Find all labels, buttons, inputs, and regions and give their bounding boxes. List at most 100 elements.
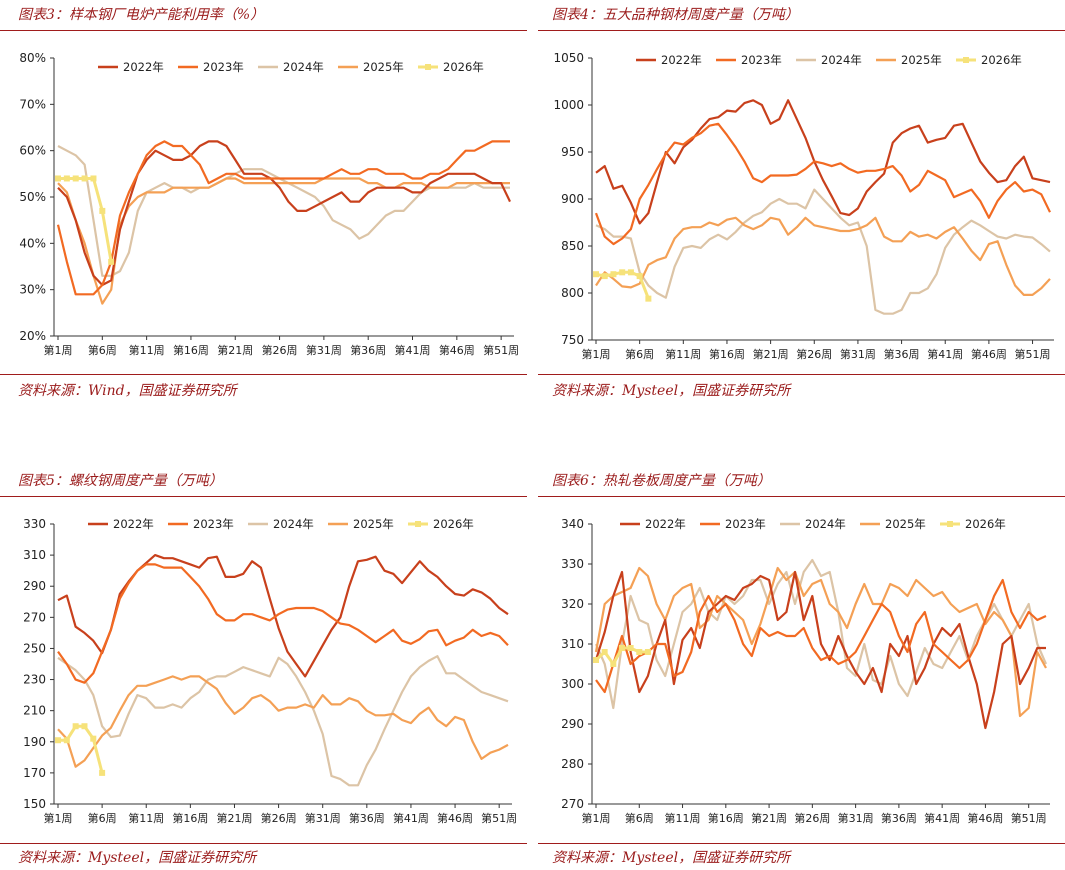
series-point-2026 <box>618 645 625 651</box>
series-line-2023 <box>56 140 510 296</box>
legend-label: 2024年 <box>821 53 862 67</box>
x-tick-label: 第1周 <box>582 347 611 361</box>
x-tick-label: 第36周 <box>350 343 386 357</box>
series-line-2024 <box>57 655 509 787</box>
legend-marker <box>963 57 969 63</box>
x-tick-label: 第1周 <box>582 811 611 825</box>
y-tick-label: 50% <box>19 190 46 204</box>
x-tick-label: 第26周 <box>261 811 297 825</box>
source-rule <box>0 843 527 844</box>
title-rule <box>0 30 527 31</box>
x-tick-label: 第11周 <box>129 343 165 357</box>
y-tick-label: 60% <box>19 144 46 158</box>
series-point-2026 <box>627 269 634 276</box>
legend-label: 2025年 <box>885 517 926 531</box>
series-point-2026 <box>619 269 626 276</box>
y-tick-label: 270 <box>23 610 46 624</box>
series-point-2026 <box>63 737 70 744</box>
series-point-2026 <box>72 175 79 182</box>
x-tick-label: 第21周 <box>753 347 789 361</box>
series-line-2026 <box>58 724 104 774</box>
x-tick-label: 第6周 <box>88 811 117 825</box>
legend-marker <box>947 521 953 527</box>
series-line-2025 <box>595 216 1051 296</box>
legend-label: 2023年 <box>193 517 234 531</box>
chart-svg: 150 170 190 210 230 250 270 290 310 330 第1周 第6周 第11周… <box>23 517 517 825</box>
series-line-2023 <box>57 563 509 684</box>
y-tick-label: 210 <box>23 704 46 718</box>
x-tick-label: 第51周 <box>1015 347 1051 361</box>
x-tick-label: 第16周 <box>708 811 744 825</box>
legend-label: 2022年 <box>645 517 686 531</box>
x-tick-label: 第26周 <box>794 811 830 825</box>
series-point-2026 <box>90 735 97 742</box>
series-line-2022 <box>594 570 1046 730</box>
chart-title: 图表5：螺纹钢周度产量（万吨） <box>18 473 223 489</box>
y-tick-label: 290 <box>23 579 46 593</box>
series-point-2026 <box>636 273 643 280</box>
series-point-2026 <box>55 737 61 744</box>
x-tick-label: 第16周 <box>709 347 745 361</box>
legend-label: 2025年 <box>901 53 942 67</box>
y-tick-label: 340 <box>561 517 584 531</box>
series-point-2026 <box>81 175 88 182</box>
series-line-2023 <box>595 578 1047 694</box>
legend-label: 2023年 <box>203 60 244 74</box>
x-tick-label: 第41周 <box>927 347 963 361</box>
x-tick-label: 第41周 <box>924 811 960 825</box>
y-tick-label: 800 <box>561 286 584 300</box>
series-line-2022 <box>595 99 1051 225</box>
chart-title: 图表4：五大品种钢材周度产量（万吨） <box>552 7 799 23</box>
y-tick-label: 950 <box>561 145 584 159</box>
chart-svg: 750 800 850 900 950 1000 1050 第1周 第6周 第11周 第16周 第21… <box>553 51 1054 361</box>
legend-label: 2025年 <box>363 60 404 74</box>
x-tick-label: 第31周 <box>840 347 876 361</box>
y-tick-label: 150 <box>23 797 46 811</box>
x-tick-label: 第11周 <box>665 811 701 825</box>
y-tick-label: 80% <box>19 51 46 65</box>
x-tick-label: 第46周 <box>437 811 473 825</box>
legend-label: 2022年 <box>661 53 702 67</box>
y-tick-label: 300 <box>561 677 584 691</box>
series-point-2026 <box>55 175 61 182</box>
y-tick-label: 250 <box>23 641 46 655</box>
x-tick-label: 第16周 <box>172 811 208 825</box>
source-rule <box>0 374 527 375</box>
x-tick-label: 第6周 <box>88 343 117 357</box>
source-rule <box>538 374 1065 375</box>
series-line-2025 <box>57 177 510 305</box>
y-tick-label: 330 <box>561 557 584 571</box>
legend-marker <box>415 521 421 527</box>
x-tick-label: 第31周 <box>838 811 874 825</box>
legend-label: 2026年 <box>443 60 484 74</box>
legend-label: 2025年 <box>353 517 394 531</box>
y-tick-label: 330 <box>23 517 46 531</box>
x-tick-label: 第51周 <box>1011 811 1047 825</box>
chart-source: 资料来源：Mysteel，国盛证券研究所 <box>552 383 791 399</box>
legend-label: 2022年 <box>113 517 154 531</box>
series-point-2026 <box>99 207 106 214</box>
legend-label: 2022年 <box>123 60 164 74</box>
legend-label: 2026年 <box>981 53 1022 67</box>
legend-label: 2026年 <box>965 517 1006 531</box>
series-point-2026 <box>99 769 106 776</box>
x-tick-label: 第11周 <box>665 347 701 361</box>
chart-source: 资料来源：Wind，国盛证券研究所 <box>18 383 237 399</box>
chart-svg: 20%30%40%50%60%70%80%第1周 第6周 第11周 第16周 第21周第… <box>19 51 519 357</box>
x-tick-label: 第36周 <box>349 811 385 825</box>
series-point-2026 <box>601 273 608 280</box>
y-tick-label: 30% <box>19 283 46 297</box>
y-tick-label: 310 <box>23 548 46 562</box>
series-point-2026 <box>645 295 652 302</box>
x-tick-label: 第36周 <box>884 347 920 361</box>
source-rule <box>538 843 1065 844</box>
y-tick-label: 310 <box>561 637 584 651</box>
title-rule <box>538 30 1065 31</box>
series-point-2026 <box>593 271 599 278</box>
x-tick-label: 第11周 <box>128 811 164 825</box>
y-tick-label: 20% <box>19 329 46 343</box>
x-tick-label: 第41周 <box>393 811 429 825</box>
y-tick-label: 290 <box>561 717 584 731</box>
series-line-2022 <box>57 553 509 678</box>
series-point-2026 <box>72 723 79 730</box>
